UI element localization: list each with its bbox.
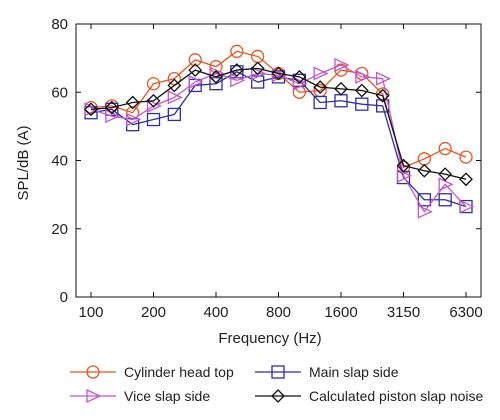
legend-marker xyxy=(271,365,285,379)
data-point xyxy=(438,167,453,182)
data-point xyxy=(167,71,181,86)
plot-area xyxy=(84,44,475,219)
data-point xyxy=(230,73,246,88)
data-point xyxy=(417,163,432,178)
data-point xyxy=(251,66,267,81)
y-tick-label: 20 xyxy=(51,221,68,238)
data-point xyxy=(376,71,392,86)
data-point xyxy=(146,112,161,127)
data-point xyxy=(396,158,411,173)
y-tick-label: 80 xyxy=(51,16,68,33)
data-point xyxy=(313,66,329,81)
legend-entry: Main slap side xyxy=(255,364,399,380)
data-point xyxy=(334,57,350,72)
data-point xyxy=(209,60,223,74)
legend-label: Main slap side xyxy=(309,364,399,380)
data-point xyxy=(105,102,119,116)
data-point xyxy=(167,90,183,105)
data-point xyxy=(292,69,307,84)
series-line xyxy=(90,67,467,180)
data-point xyxy=(209,77,223,91)
data-point xyxy=(188,63,203,77)
data-point xyxy=(188,74,204,90)
x-tick-label: 400 xyxy=(203,304,228,321)
y-axis-title: SPL/dB (A) xyxy=(15,125,32,200)
x-tick-label: 1600 xyxy=(324,304,357,321)
data-point xyxy=(396,168,413,183)
data-point xyxy=(375,88,390,103)
series-line xyxy=(90,64,467,213)
series-line xyxy=(90,71,467,208)
data-point xyxy=(459,172,473,187)
series-4 xyxy=(84,61,473,187)
data-point xyxy=(459,150,473,164)
data-point xyxy=(146,98,163,113)
data-point xyxy=(167,107,181,122)
x-tick-label: 200 xyxy=(141,304,166,321)
x-tick-label: 6300 xyxy=(449,304,482,321)
data-point xyxy=(355,69,371,84)
data-point xyxy=(438,193,452,207)
data-point xyxy=(313,80,328,95)
data-point xyxy=(209,69,223,84)
legend-label: Vice slap side xyxy=(124,388,210,404)
data-point xyxy=(334,81,348,96)
y-tick-label: 40 xyxy=(51,153,68,170)
data-point xyxy=(438,141,452,156)
data-point xyxy=(146,93,161,108)
data-point xyxy=(292,76,308,91)
x-axis-title: Frequency (Hz) xyxy=(218,330,321,347)
data-point xyxy=(355,97,369,111)
legend-label: Calculated piston slap noise xyxy=(309,388,484,404)
data-point xyxy=(459,199,475,214)
legend-marker xyxy=(271,389,285,403)
data-point xyxy=(126,112,142,127)
legend-marker xyxy=(86,365,100,379)
x-tick-label: 100 xyxy=(78,304,103,321)
data-point xyxy=(417,204,433,219)
x-tick-label: 3150 xyxy=(387,304,420,321)
series-1 xyxy=(84,44,473,174)
legend-marker xyxy=(86,388,102,404)
legend-label: Cylinder head top xyxy=(124,364,234,380)
data-point xyxy=(438,177,454,192)
legend-entry: Calculated piston slap noise xyxy=(255,388,484,404)
data-point xyxy=(313,95,327,110)
data-point xyxy=(84,102,98,117)
x-tick-label: 800 xyxy=(266,304,291,321)
data-point xyxy=(354,83,369,98)
data-point xyxy=(125,95,140,110)
data-point xyxy=(250,61,265,76)
axes: 0 20 40 60 80 100 200 400 800 1600 3150 6300 xyxy=(51,16,482,321)
data-point xyxy=(229,63,244,77)
legend: Cylinder head top Main slap side Vice slap… xyxy=(70,364,484,404)
series-2 xyxy=(84,65,473,214)
data-point xyxy=(146,77,161,91)
legend-entry: Vice slap side xyxy=(70,388,210,404)
data-point xyxy=(417,193,431,207)
y-tick-label: 60 xyxy=(51,84,68,101)
y-tick-label: 0 xyxy=(60,289,68,306)
data-point xyxy=(230,44,244,58)
legend-entry: Cylinder head top xyxy=(70,364,234,380)
data-point xyxy=(167,78,182,93)
data-point xyxy=(188,53,202,67)
data-point xyxy=(271,66,286,81)
data-point xyxy=(104,100,119,115)
